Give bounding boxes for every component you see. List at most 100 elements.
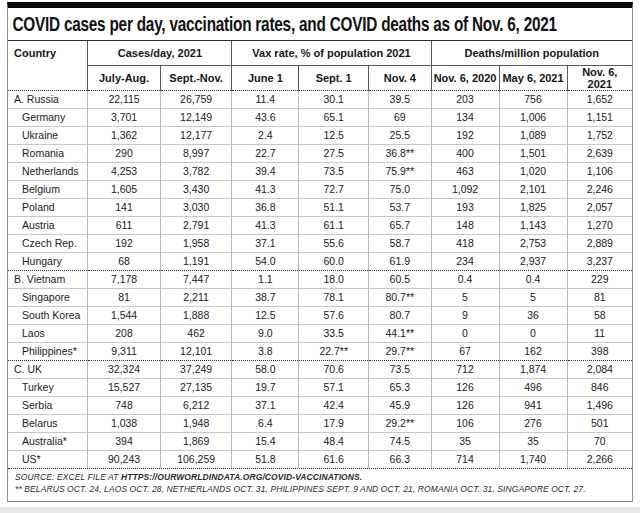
table-row: Netherlands4,2533,78239.473.575.9**4631,… <box>8 162 632 180</box>
value-cell: 2,246 <box>567 180 632 198</box>
value-cell: 1,020 <box>499 162 567 180</box>
value-cell: 12.5 <box>232 306 299 324</box>
value-cell: 65.7 <box>369 216 431 234</box>
value-cell: 6.4 <box>232 414 299 432</box>
value-cell: 33.5 <box>299 324 369 342</box>
value-cell: 65.3 <box>369 378 431 396</box>
col-header-july-aug: July-Aug. <box>88 65 160 90</box>
value-cell: 234 <box>431 252 499 270</box>
value-cell: 22.7 <box>232 144 299 162</box>
value-cell: 1,106 <box>567 162 632 180</box>
value-cell: 400 <box>431 144 499 162</box>
value-cell: 756 <box>499 90 567 108</box>
country-cell: Netherlands <box>8 162 88 180</box>
country-cell: South Korea <box>8 306 88 324</box>
footnote-text: ** BELARUS OCT. 24, LAOS OCT. 28, NETHER… <box>15 484 586 494</box>
value-cell: 57.6 <box>299 306 369 324</box>
value-cell: 2,889 <box>567 234 632 252</box>
value-cell: 11.4 <box>232 90 299 108</box>
value-cell: 22,115 <box>88 90 160 108</box>
table-row: C. UK32,32437,24958.070.673.57121,8742,0… <box>8 360 632 378</box>
value-cell: 501 <box>567 414 632 432</box>
value-cell: 41.3 <box>232 180 299 198</box>
table-row: Australia*3941,86915.448.474.5353570 <box>8 432 632 450</box>
value-cell: 80.7** <box>369 288 431 306</box>
col-group-cases: Cases/day, 2021 <box>88 41 232 65</box>
value-cell: 45.9 <box>369 396 431 414</box>
value-cell: 1,191 <box>160 252 232 270</box>
country-cell: Philippines* <box>8 342 88 360</box>
value-cell: 941 <box>499 396 567 414</box>
value-cell: 2,639 <box>567 144 632 162</box>
value-cell: 15,527 <box>88 378 160 396</box>
covid-data-table: Country Cases/day, 2021 Vax rate, % of p… <box>8 41 632 468</box>
value-cell: 5 <box>499 288 567 306</box>
value-cell: 148 <box>431 216 499 234</box>
value-cell: 29.7** <box>369 342 431 360</box>
value-cell: 39.4 <box>232 162 299 180</box>
table-row: Philippines*9,31112,1013.822.7**29.7**67… <box>8 342 632 360</box>
value-cell: 846 <box>567 378 632 396</box>
value-cell: 27.5 <box>299 144 369 162</box>
value-cell: 712 <box>431 360 499 378</box>
value-cell: 66.3 <box>369 450 431 468</box>
value-cell: 38.7 <box>232 288 299 306</box>
value-cell: 36.8 <box>232 198 299 216</box>
value-cell: 3.8 <box>232 342 299 360</box>
country-cell: B. Vietnam <box>8 270 88 288</box>
country-cell: Romania <box>8 144 88 162</box>
value-cell: 463 <box>431 162 499 180</box>
col-group-deaths: Deaths/million population <box>431 41 632 65</box>
value-cell: 462 <box>160 324 232 342</box>
table-row: Austria6112,79141.361.165.71481,1431,270 <box>8 216 632 234</box>
value-cell: 106,259 <box>160 450 232 468</box>
country-cell: Turkey <box>8 378 88 396</box>
value-cell: 1,740 <box>499 450 567 468</box>
value-cell: 35 <box>431 432 499 450</box>
col-header-nov-6-2021: Nov. 6, 2021 <box>567 65 632 90</box>
value-cell: 61.1 <box>299 216 369 234</box>
value-cell: 61.6 <box>299 450 369 468</box>
value-cell: 2,266 <box>567 450 632 468</box>
value-cell: 61.9 <box>369 252 431 270</box>
country-cell: Austria <box>8 216 88 234</box>
infographic-card: COVID cases per day, vaccination rates, … <box>7 2 633 502</box>
value-cell: 44.1** <box>369 324 431 342</box>
value-cell: 5 <box>431 288 499 306</box>
value-cell: 4,253 <box>88 162 160 180</box>
value-cell: 1,362 <box>88 126 160 144</box>
value-cell: 394 <box>88 432 160 450</box>
value-cell: 58 <box>567 306 632 324</box>
country-cell: C. UK <box>8 360 88 378</box>
value-cell: 398 <box>567 342 632 360</box>
value-cell: 26,759 <box>160 90 232 108</box>
value-cell: 0.4 <box>431 270 499 288</box>
value-cell: 70 <box>567 432 632 450</box>
value-cell: 15.4 <box>232 432 299 450</box>
col-header-may-6-2021: May 6, 2021 <box>499 65 567 90</box>
value-cell: 748 <box>88 396 160 414</box>
value-cell: 126 <box>431 378 499 396</box>
table-row: Hungary681,19154.060.061.92342,9373,237 <box>8 252 632 270</box>
value-cell: 496 <box>499 378 567 396</box>
header-group-row: Country Cases/day, 2021 Vax rate, % of p… <box>8 41 632 65</box>
country-cell: Australia* <box>8 432 88 450</box>
value-cell: 9 <box>431 306 499 324</box>
table-row: Czech Rep.1921,95837.155.658.74182,7532,… <box>8 234 632 252</box>
table-row: Laos2084629.033.544.1**0011 <box>8 324 632 342</box>
value-cell: 51.8 <box>232 450 299 468</box>
value-cell: 80.7 <box>369 306 431 324</box>
value-cell: 1,038 <box>88 414 160 432</box>
value-cell: 67 <box>431 342 499 360</box>
table-row: US*90,243106,25951.861.666.37141,7402,26… <box>8 450 632 468</box>
col-header-june-1: June 1 <box>232 65 299 90</box>
value-cell: 0 <box>499 324 567 342</box>
col-header-sept-1: Sept. 1 <box>299 65 369 90</box>
value-cell: 1,948 <box>160 414 232 432</box>
value-cell: 1,496 <box>567 396 632 414</box>
table-row: Singapore812,21138.778.180.7**5581 <box>8 288 632 306</box>
value-cell: 1,869 <box>160 432 232 450</box>
value-cell: 32,324 <box>88 360 160 378</box>
country-cell: Serbia <box>8 396 88 414</box>
value-cell: 106 <box>431 414 499 432</box>
